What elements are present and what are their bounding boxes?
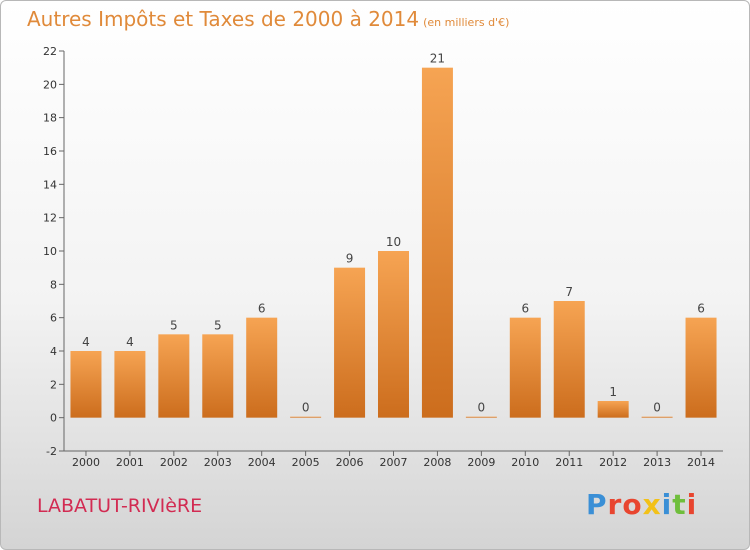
y-tick-label: 22 (43, 45, 57, 58)
logo-letter: o (622, 488, 643, 521)
y-tick-label: 14 (43, 178, 57, 191)
data-label-2007: 10 (386, 235, 401, 249)
logo-letter: r (607, 488, 623, 521)
y-tick-label: -2 (46, 445, 57, 458)
y-tick-label: 16 (43, 145, 57, 158)
y-tick-label: 0 (50, 412, 57, 425)
data-label-2009: 0 (478, 401, 486, 415)
bar-2006 (334, 267, 366, 418)
data-label-2013: 0 (653, 401, 661, 415)
bar-2005 (290, 416, 322, 418)
x-tick-label-2003: 2003 (204, 456, 232, 469)
chart-title-text: Autres Impôts et Taxes de 2000 à 2014 (27, 7, 420, 31)
bar-2008 (421, 67, 453, 418)
x-tick-label-2011: 2011 (555, 456, 583, 469)
y-tick-label: 18 (43, 112, 57, 125)
x-tick-label-2004: 2004 (248, 456, 276, 469)
logo-letter: x (642, 488, 662, 521)
x-tick-label-2009: 2009 (467, 456, 495, 469)
bar-2000 (70, 351, 102, 418)
bar-2014 (685, 317, 717, 418)
y-tick-label: 8 (50, 278, 57, 291)
bar-2003 (202, 334, 234, 418)
x-tick-label-2013: 2013 (643, 456, 671, 469)
bar-2002 (158, 334, 190, 418)
x-tick-label-2006: 2006 (336, 456, 364, 469)
bar-2012 (597, 401, 629, 418)
y-tick-label: 10 (43, 245, 57, 258)
data-label-2012: 1 (609, 385, 617, 399)
data-label-2006: 9 (346, 252, 354, 266)
x-tick-label-2001: 2001 (116, 456, 144, 469)
bar-2004 (246, 317, 278, 418)
y-tick-label: 6 (50, 312, 57, 325)
y-tick-label: 2 (50, 378, 57, 391)
y-tick-label: 12 (43, 212, 57, 225)
logo-letter: P (586, 488, 608, 521)
y-tick-label: 4 (50, 345, 57, 358)
data-label-2011: 7 (565, 285, 573, 299)
chart-unit-note: (en milliers d'€) (423, 16, 510, 29)
bar-2007 (378, 251, 409, 418)
y-tick-label: 20 (43, 78, 57, 91)
bar-2001 (114, 351, 146, 418)
logo-letter: t (672, 488, 687, 521)
data-label-2002: 5 (170, 318, 178, 332)
bar-2011 (553, 301, 585, 418)
data-label-2000: 4 (82, 335, 90, 349)
logo-letter: i (686, 488, 698, 521)
data-label-2010: 6 (521, 302, 529, 316)
bar-2009 (465, 416, 497, 418)
logo-letter: i (661, 488, 673, 521)
x-tick-label-2008: 2008 (423, 456, 451, 469)
location-label: LABATUT-RIVIèRE (37, 495, 203, 517)
bar-2010 (509, 317, 541, 418)
data-label-2005: 0 (302, 401, 310, 415)
data-label-2003: 5 (214, 318, 222, 332)
x-tick-label-2005: 2005 (292, 456, 320, 469)
x-tick-label-2007: 2007 (380, 456, 408, 469)
data-label-2004: 6 (258, 302, 266, 316)
bar-2013 (641, 416, 673, 418)
data-label-2008: 21 (430, 52, 445, 66)
x-tick-label-2014: 2014 (687, 456, 715, 469)
x-tick-label-2012: 2012 (599, 456, 627, 469)
x-tick-label-2000: 2000 (72, 456, 100, 469)
data-label-2014: 6 (697, 302, 705, 316)
x-tick-label-2002: 2002 (160, 456, 188, 469)
data-label-2001: 4 (126, 335, 134, 349)
chart-title: Autres Impôts et Taxes de 2000 à 2014 (en… (27, 7, 509, 31)
proxiti-logo[interactable]: Proxiti (586, 488, 697, 521)
x-tick-label-2010: 2010 (511, 456, 539, 469)
